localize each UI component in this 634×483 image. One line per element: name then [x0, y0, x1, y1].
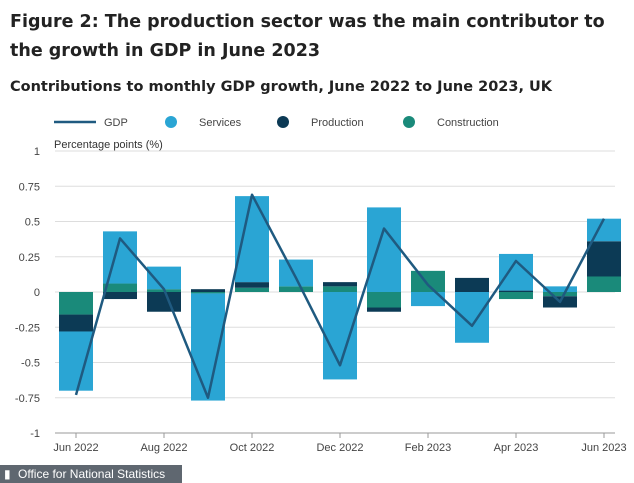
y-tick-label: -1	[30, 428, 40, 440]
x-tick-label: Oct 2022	[230, 442, 275, 454]
stacked-bars	[59, 196, 621, 401]
bar-production	[587, 241, 621, 277]
bar-construction	[499, 292, 533, 300]
footer-source: Office for National Statistics	[18, 467, 166, 481]
y-axis-ticks: 1 0.75 0.5 0.25 0 -0.25 -0.5 -0.75 -1	[15, 146, 40, 440]
bar-construction	[411, 270, 445, 292]
y-tick-label: -0.5	[21, 358, 40, 370]
gdp-line-series	[74, 193, 606, 399]
x-axis: Jun 2022 Aug 2022 Oct 2022 Dec 2022 Feb 2023…	[53, 432, 627, 454]
legend-label-gdp: GDP	[104, 117, 128, 129]
bar-services	[587, 218, 621, 242]
y-tick-label: 0	[34, 287, 40, 299]
legend-label-services: Services	[199, 117, 242, 129]
y-tick-label: 0.5	[25, 217, 40, 229]
bar-production	[147, 292, 181, 312]
bar-production	[59, 314, 93, 332]
bar-construction	[235, 287, 269, 292]
x-tick-label: Jun 2022	[53, 442, 98, 454]
bar-production	[103, 292, 137, 300]
legend-swatch-production	[277, 116, 289, 128]
bar-construction	[103, 283, 137, 292]
x-tick-label: Feb 2023	[405, 442, 451, 454]
bar-production	[191, 289, 225, 292]
gdp-line	[74, 193, 606, 399]
bar-services	[411, 292, 445, 307]
bar-construction	[587, 276, 621, 292]
figure-title: Figure 2: The production sector was the …	[10, 12, 605, 61]
gdp-contributions-chart: GDP Services Production Construction Percen…	[15, 116, 627, 454]
bar-production	[499, 290, 533, 292]
bar-services	[59, 331, 93, 391]
y-axis-label: Percentage points (%)	[54, 139, 163, 151]
chart-subtitle: Contributions to monthly GDP growth, Jun…	[10, 79, 553, 95]
bar-construction	[191, 292, 225, 294]
bar-production	[235, 282, 269, 288]
bar-production	[367, 307, 401, 312]
x-tick-label: Jun 2023	[581, 442, 626, 454]
legend-label-production: Production	[311, 117, 364, 129]
x-tick-label: Aug 2022	[140, 442, 187, 454]
bar-production	[323, 282, 357, 287]
bar-services	[279, 259, 313, 287]
y-tick-label: 1	[34, 146, 40, 158]
chart-legend: GDP Services Production Construction	[54, 116, 499, 129]
bar-services	[367, 207, 401, 292]
bar-construction	[543, 292, 577, 297]
x-tick-label: Apr 2023	[494, 442, 539, 454]
y-tick-label: 0.25	[19, 252, 40, 264]
ons-logo-icon: ▮	[4, 467, 11, 481]
bar-services	[235, 196, 269, 283]
ons-logo-badge: ▮ Office for National Statistics	[0, 465, 182, 483]
bar-construction	[59, 292, 93, 315]
bar-construction	[279, 286, 313, 292]
bar-construction	[367, 292, 401, 308]
bar-services	[455, 292, 489, 343]
y-tick-label: 0.75	[19, 181, 40, 193]
bar-production	[455, 277, 489, 292]
y-tick-label: -0.75	[15, 393, 40, 405]
bar-construction	[323, 286, 357, 292]
legend-label-construction: Construction	[437, 117, 499, 129]
bar-services	[147, 266, 181, 290]
y-tick-label: -0.25	[15, 322, 40, 334]
x-tick-label: Dec 2022	[316, 442, 363, 454]
legend-swatch-services	[165, 116, 177, 128]
bar-services	[543, 286, 577, 292]
legend-swatch-construction	[403, 116, 415, 128]
